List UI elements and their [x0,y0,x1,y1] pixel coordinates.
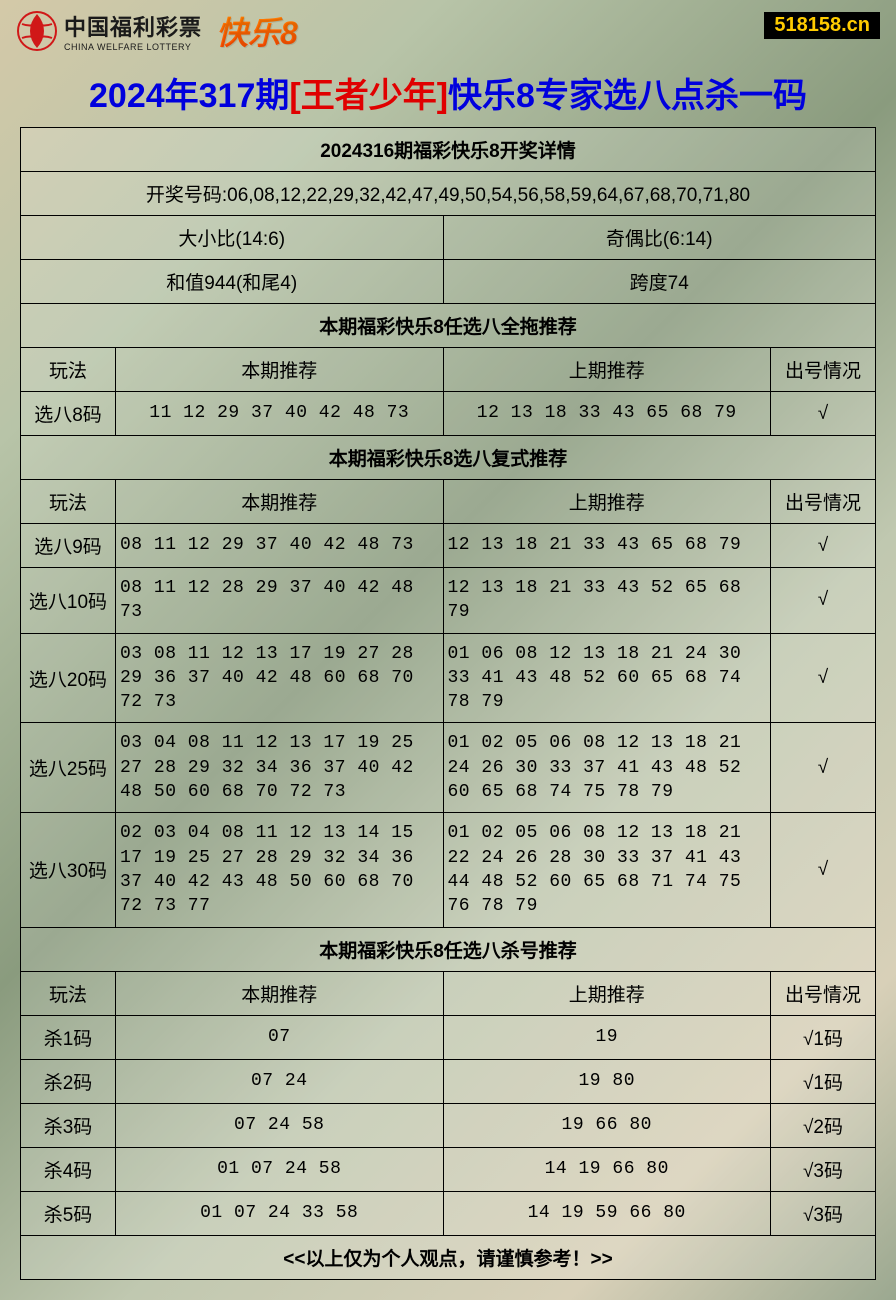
current-cell: 03 04 08 11 12 13 17 19 25 27 28 29 32 3… [116,723,444,813]
result-cell: √ [771,392,876,436]
site-badge: 518158.cn [764,12,880,39]
prev-cell: 19 [443,1015,771,1059]
method-cell: 选八9码 [21,524,116,568]
result-cell: √1码 [771,1015,876,1059]
section1-title: 本期福彩快乐8任选八全拖推荐 [21,304,876,348]
method-cell: 选八8码 [21,392,116,436]
current-cell: 08 11 12 28 29 37 40 42 48 73 [116,568,444,634]
logo-area: 中国福利彩票 CHINA WELFARE LOTTERY 快乐8 [16,8,298,54]
method-cell: 选八20码 [21,633,116,723]
section2-header-row: 玩法 本期推荐 上期推荐 出号情况 [21,480,876,524]
sum-value: 和值944(和尾4) [21,260,444,304]
method-cell: 选八25码 [21,723,116,813]
main-table: 2024316期福彩快乐8开奖详情 开奖号码:06,08,12,22,29,32… [20,127,876,1280]
result-cell: √ [771,524,876,568]
lottery-logo-icon [16,10,58,52]
table-row: 杀5码01 07 24 33 5814 19 59 66 80√3码 [21,1191,876,1235]
prev-cell: 01 06 08 12 13 18 21 24 30 33 41 43 48 5… [443,633,771,723]
method-cell: 杀1码 [21,1015,116,1059]
result-cell: √ [771,633,876,723]
main-title: 2024年317期[王者少年]快乐8专家选八点杀一码 [0,62,896,127]
prev-cell: 01 02 05 06 08 12 13 18 21 22 24 26 28 3… [443,813,771,927]
prev-cell: 12 13 18 33 43 65 68 79 [443,392,771,436]
draw-numbers-row: 开奖号码:06,08,12,22,29,32,42,47,49,50,54,56… [21,172,876,216]
result-cell: √1码 [771,1059,876,1103]
section2-title: 本期福彩快乐8选八复式推荐 [21,436,876,480]
result-cell: √ [771,568,876,634]
odd-even-ratio: 奇偶比(6:14) [443,216,876,260]
col-result: 出号情况 [771,480,876,524]
footer-note: <<以上仅为个人观点，请谨慎参考！>> [21,1235,876,1279]
table-row: 选八30码02 03 04 08 11 12 13 14 15 17 19 25… [21,813,876,927]
prev-cell: 19 66 80 [443,1103,771,1147]
table-row: 杀4码01 07 24 5814 19 66 80√3码 [21,1147,876,1191]
current-cell: 11 12 29 37 40 42 48 73 [116,392,444,436]
big-small-ratio: 大小比(14:6) [21,216,444,260]
method-cell: 选八30码 [21,813,116,927]
logo-text-block: 中国福利彩票 CHINA WELFARE LOTTERY [64,10,202,52]
col-prev: 上期推荐 [443,971,771,1015]
section3-title: 本期福彩快乐8任选八杀号推荐 [21,927,876,971]
current-cell: 01 07 24 58 [116,1147,444,1191]
section3-header-row: 玩法 本期推荐 上期推荐 出号情况 [21,971,876,1015]
current-cell: 07 24 [116,1059,444,1103]
method-cell: 杀2码 [21,1059,116,1103]
col-result: 出号情况 [771,348,876,392]
prev-cell: 14 19 59 66 80 [443,1191,771,1235]
table-row: 选八9码08 11 12 29 37 40 42 48 7312 13 18 2… [21,524,876,568]
table-row: 杀1码0719√1码 [21,1015,876,1059]
col-method: 玩法 [21,480,116,524]
content-area: 2024316期福彩快乐8开奖详情 开奖号码:06,08,12,22,29,32… [0,127,896,1300]
result-cell: √ [771,813,876,927]
col-prev: 上期推荐 [443,348,771,392]
col-method: 玩法 [21,971,116,1015]
col-result: 出号情况 [771,971,876,1015]
current-cell: 02 03 04 08 11 12 13 14 15 17 19 25 27 2… [116,813,444,927]
col-current: 本期推荐 [116,480,444,524]
col-method: 玩法 [21,348,116,392]
table-row: 选八25码03 04 08 11 12 13 17 19 25 27 28 29… [21,723,876,813]
span-value: 跨度74 [443,260,876,304]
method-cell: 杀5码 [21,1191,116,1235]
title-desc: 快乐8专家选八点杀一码 [448,77,807,115]
draw-numbers-label: 开奖号码: [146,185,227,206]
current-cell: 07 [116,1015,444,1059]
prev-cell: 01 02 05 06 08 12 13 18 21 24 26 30 33 3… [443,723,771,813]
current-cell: 08 11 12 29 37 40 42 48 73 [116,524,444,568]
draw-numbers: 06,08,12,22,29,32,42,47,49,50,54,56,58,5… [227,185,750,206]
title-period: 2024年317期 [89,77,289,115]
result-cell: √ [771,723,876,813]
method-cell: 选八10码 [21,568,116,634]
col-current: 本期推荐 [116,971,444,1015]
current-cell: 03 08 11 12 13 17 19 27 28 29 36 37 40 4… [116,633,444,723]
prev-cell: 19 80 [443,1059,771,1103]
draw-info-header: 2024316期福彩快乐8开奖详情 [21,128,876,172]
table-row: 杀3码07 24 5819 66 80√2码 [21,1103,876,1147]
current-cell: 07 24 58 [116,1103,444,1147]
result-cell: √3码 [771,1147,876,1191]
section1-header-row: 玩法 本期推荐 上期推荐 出号情况 [21,348,876,392]
result-cell: √2码 [771,1103,876,1147]
prev-cell: 12 13 18 21 33 43 52 65 68 79 [443,568,771,634]
col-prev: 上期推荐 [443,480,771,524]
col-current: 本期推荐 [116,348,444,392]
method-cell: 杀4码 [21,1147,116,1191]
table-row: 选八8码11 12 29 37 40 42 48 7312 13 18 33 4… [21,392,876,436]
kuaile8-logo: 快乐8 [216,8,298,54]
current-cell: 01 07 24 33 58 [116,1191,444,1235]
result-cell: √3码 [771,1191,876,1235]
logo-text-en: CHINA WELFARE LOTTERY [64,42,202,52]
title-author: [王者少年] [289,77,448,115]
table-row: 选八20码03 08 11 12 13 17 19 27 28 29 36 37… [21,633,876,723]
logo-text-cn: 中国福利彩票 [64,10,202,42]
prev-cell: 12 13 18 21 33 43 65 68 79 [443,524,771,568]
method-cell: 杀3码 [21,1103,116,1147]
table-row: 选八10码08 11 12 28 29 37 40 42 48 7312 13 … [21,568,876,634]
prev-cell: 14 19 66 80 [443,1147,771,1191]
header-bar: 中国福利彩票 CHINA WELFARE LOTTERY 快乐8 518158.… [0,0,896,62]
table-row: 杀2码07 2419 80√1码 [21,1059,876,1103]
